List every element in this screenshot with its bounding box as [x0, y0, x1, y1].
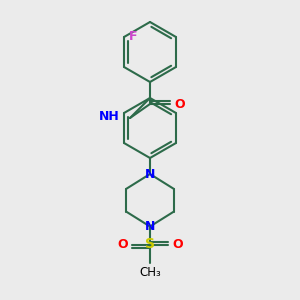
Text: N: N: [145, 220, 155, 233]
Text: O: O: [174, 98, 184, 110]
Text: O: O: [117, 238, 128, 251]
Text: O: O: [172, 238, 183, 251]
Text: F: F: [129, 29, 137, 43]
Text: N: N: [145, 167, 155, 181]
Text: NH: NH: [99, 110, 120, 124]
Text: CH₃: CH₃: [139, 266, 161, 280]
Text: S: S: [145, 238, 155, 251]
